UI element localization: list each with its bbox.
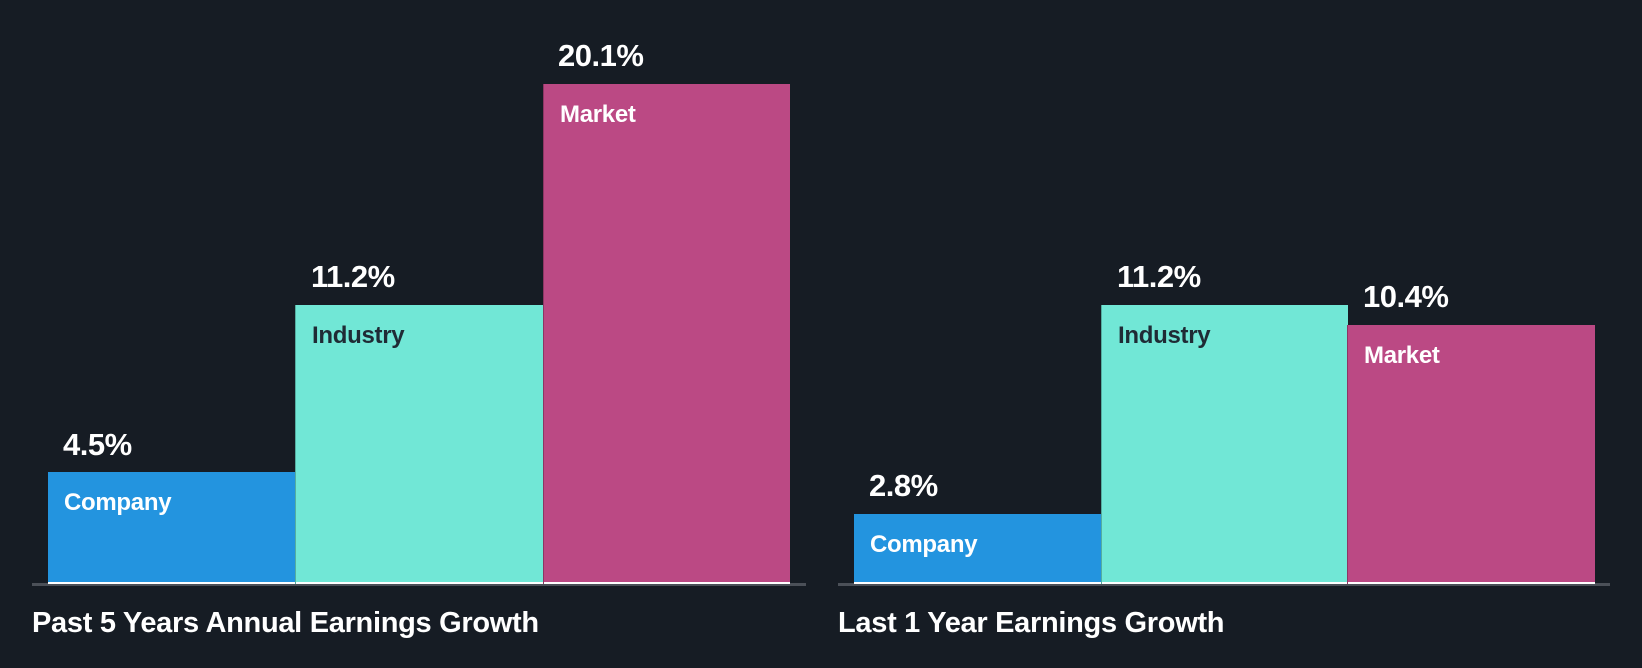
bar-category-label: Company [64, 489, 172, 516]
bar-value-label: 4.5% [63, 427, 132, 462]
bar-baseline [854, 582, 1101, 584]
bar-baseline [48, 582, 295, 584]
x-axis-line [32, 583, 806, 586]
bar-category-label: Market [1364, 342, 1440, 369]
bar-baseline [296, 582, 543, 584]
bar-value-label: 11.2% [311, 259, 395, 294]
bar-industry: Industry [295, 305, 543, 584]
bar-industry: Industry [1101, 305, 1348, 584]
x-axis-line [838, 583, 1610, 586]
bar-market: Market [543, 84, 790, 584]
bar-company: Company [48, 472, 295, 584]
bar-baseline [544, 582, 790, 584]
chart-title: Last 1 Year Earnings Growth [838, 607, 1225, 639]
bar-category-label: Industry [312, 322, 405, 349]
bar-value-label: 10.4% [1363, 279, 1449, 314]
bar-baseline [1348, 582, 1595, 584]
bar-value-label: 20.1% [558, 38, 644, 73]
chart-past-5-years: Company 4.5% Industry 11.2% Market 20.1%… [32, 38, 806, 639]
bar-market: Market [1347, 325, 1595, 584]
chart-title: Past 5 Years Annual Earnings Growth [32, 607, 539, 639]
bar-category-label: Industry [1118, 322, 1211, 349]
chart-last-1-year: Company 2.8% Industry 11.2% Market 10.4%… [821, 0, 1642, 668]
bar-value-label: 2.8% [869, 468, 938, 503]
bar-category-label: Company [870, 531, 978, 558]
bar-value-label: 11.2% [1117, 259, 1201, 294]
bar-company: Company [854, 514, 1101, 584]
bar-baseline [1102, 582, 1348, 584]
bar-category-label: Market [560, 101, 636, 128]
